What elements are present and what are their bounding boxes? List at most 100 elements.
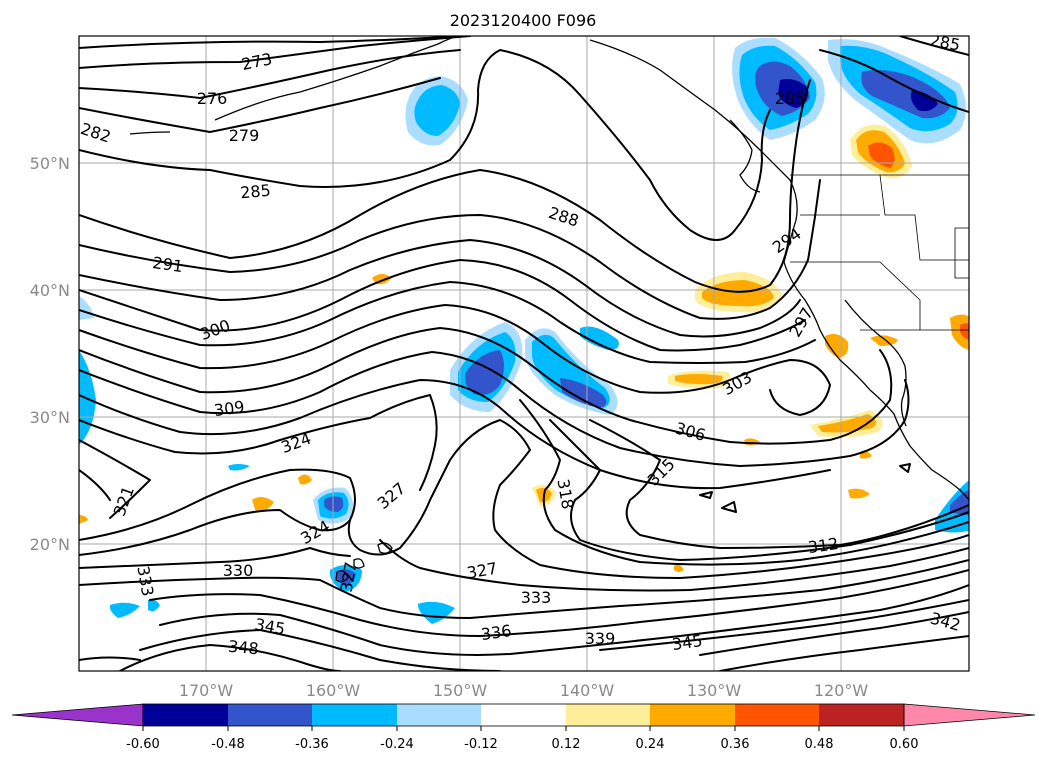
lat-label-20: 20°N xyxy=(30,535,70,554)
shade-orange-c2 xyxy=(675,374,723,385)
shade-blue-se-dark xyxy=(950,489,969,515)
colorbar-tick-label: 0.24 xyxy=(636,737,665,752)
colorbar-tick-labels: -0.60 -0.48 -0.36 -0.24 -0.12 0.12 0.24 … xyxy=(126,737,918,752)
shade-blue-c2-dark xyxy=(560,378,607,408)
contour-303 xyxy=(79,304,831,416)
shade-orange-s5 xyxy=(848,488,870,499)
shade-orange-s8 xyxy=(674,564,684,572)
contour-label: 312 xyxy=(807,534,840,557)
lat-label-40: 40°N xyxy=(30,281,70,300)
shade-orange-w xyxy=(79,515,88,524)
colorbar-tick-label: 0.48 xyxy=(805,737,834,752)
border-states-4 xyxy=(954,227,969,279)
shade-orange-s2 xyxy=(298,474,312,485)
contour-339 xyxy=(599,599,969,651)
contour-288 xyxy=(79,79,811,293)
shade-red-e4 xyxy=(960,323,969,340)
colorbar-tick-label: -0.60 xyxy=(126,737,160,752)
contour-label: 291 xyxy=(151,253,184,276)
contour-label: 309 xyxy=(213,397,246,420)
contour-318b xyxy=(549,419,969,561)
contour-336 xyxy=(159,584,969,656)
coast-aleutians-west xyxy=(129,131,171,135)
contour-327-west xyxy=(79,547,351,569)
colorbar-tick-label: 0.60 xyxy=(890,737,919,752)
contour-small-1 xyxy=(699,491,713,499)
coastlines xyxy=(129,36,969,583)
contour-321-west xyxy=(79,469,111,501)
contour-label: 285 xyxy=(928,31,961,55)
contour-339-west xyxy=(139,629,501,671)
colorbar-segment xyxy=(228,704,312,726)
shade-blue-c1-dark xyxy=(465,350,504,395)
shaded-regions xyxy=(79,37,969,624)
colorbar-segment xyxy=(735,704,819,726)
colorbar-extend-high xyxy=(903,703,1036,727)
lat-label-50: 50°N xyxy=(30,154,70,173)
coast-na-west xyxy=(589,39,969,501)
map-area xyxy=(79,36,969,671)
contour-306 xyxy=(79,327,893,445)
contour-282-ne xyxy=(819,49,969,113)
colorbar-segment xyxy=(143,704,228,726)
shade-blue-sw2 xyxy=(148,599,160,612)
shade-blue-c3 xyxy=(580,326,619,350)
contour-279 xyxy=(79,77,441,133)
contour-324 xyxy=(79,419,969,579)
contour-291 xyxy=(79,179,821,320)
contour-309 xyxy=(79,351,910,467)
contour-312a xyxy=(79,379,831,490)
contour-label: 348 xyxy=(227,637,259,659)
borders xyxy=(790,174,969,331)
latitude-labels: 50°N 40°N 30°N 20°N xyxy=(30,154,70,554)
map-title: 2023120400 F096 xyxy=(450,11,597,30)
contour-294 xyxy=(79,239,801,338)
contour-label: 276 xyxy=(197,89,228,108)
colorbar: -0.60 -0.48 -0.36 -0.24 -0.12 0.12 0.24 … xyxy=(11,703,1036,752)
shade-blue-gulf-inner xyxy=(414,85,460,136)
contour-315a xyxy=(79,394,438,491)
contour-321b xyxy=(519,399,969,566)
contour-345-east xyxy=(719,635,969,671)
contour-297 xyxy=(79,259,806,352)
shade-orange-e3 xyxy=(870,335,898,346)
lat-label-30: 30°N xyxy=(30,408,70,427)
contour-small-2 xyxy=(721,501,737,513)
contour-label: 339 xyxy=(585,629,616,648)
longitude-labels: 170°W 160°W 150°W 140°W 130°W 120°W xyxy=(179,681,869,700)
contour-315b xyxy=(589,419,969,549)
coast-hawaii-2 xyxy=(353,558,365,569)
contour-333 xyxy=(149,569,969,637)
shade-orange-e2 xyxy=(825,334,849,358)
contour-276 xyxy=(79,49,461,99)
graticule xyxy=(79,36,969,671)
colorbar-ticks xyxy=(142,726,905,731)
contour-273 xyxy=(79,36,471,69)
contour-348 xyxy=(79,656,141,661)
colorbar-tick-label: -0.24 xyxy=(380,737,414,752)
border-states-3 xyxy=(790,261,969,331)
colorbar-segment xyxy=(819,704,904,726)
lon-label-140: 140°W xyxy=(560,681,615,700)
colorbar-extend-low xyxy=(11,703,144,727)
coast-bc-islands xyxy=(729,119,761,193)
colorbar-tick-label: -0.48 xyxy=(211,737,245,752)
shade-orange-s1 xyxy=(252,496,274,512)
contour-285-ne xyxy=(899,36,969,56)
lon-label-130: 130°W xyxy=(687,681,742,700)
colorbar-tick-label: -0.36 xyxy=(295,737,329,752)
lon-label-170: 170°W xyxy=(179,681,234,700)
shade-blue-h1-dark xyxy=(324,496,344,512)
contour-330 xyxy=(79,559,969,619)
shade-navy-ne2 xyxy=(910,90,938,112)
colorbar-tick-label: 0.12 xyxy=(552,737,581,752)
colorbar-tick-label: -0.12 xyxy=(464,737,498,752)
lon-label-150: 150°W xyxy=(433,681,488,700)
shade-navy-ne1 xyxy=(778,79,809,108)
colorbar-segment xyxy=(650,704,735,726)
shade-blue-h3 xyxy=(418,601,455,624)
contour-small-3 xyxy=(899,463,911,473)
contour-327 xyxy=(379,539,969,592)
coast-baja xyxy=(844,299,907,427)
